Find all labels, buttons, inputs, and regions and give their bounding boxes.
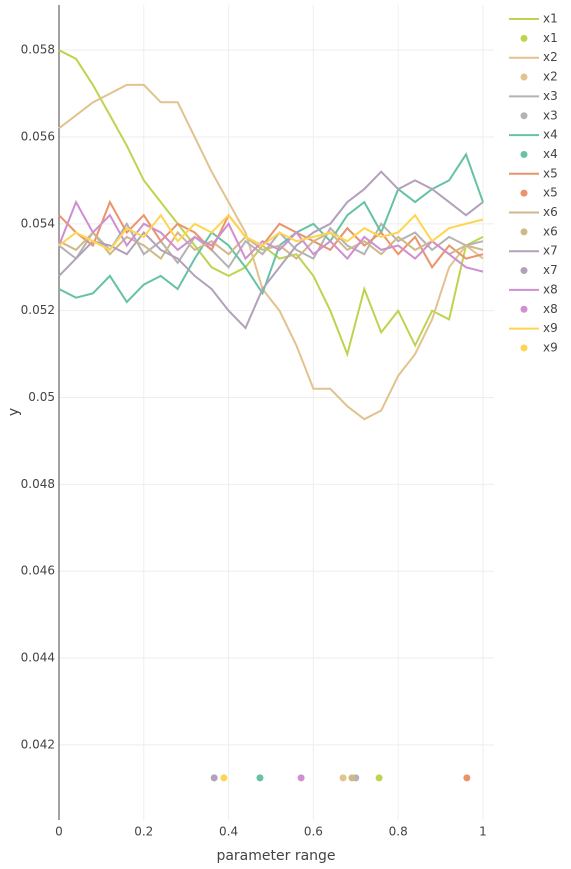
y-axis-title: y	[6, 408, 22, 416]
series-line	[58, 230, 484, 261]
legend-marker	[520, 305, 528, 313]
x-tick-label: 0.4	[219, 825, 238, 839]
y-tick-label: 0.052	[21, 303, 55, 317]
legend-marker	[520, 73, 528, 81]
y-tick-label: 0.056	[21, 129, 55, 143]
y-tick-label: 0.044	[21, 651, 55, 665]
legend-marker	[520, 112, 528, 120]
legend-label: x8	[543, 302, 558, 316]
series-line	[58, 170, 484, 330]
legend-label: x4	[543, 128, 558, 142]
series-line	[58, 213, 484, 252]
legend-marker	[520, 344, 528, 352]
marker	[348, 774, 356, 782]
y-tick-label: 0.046	[21, 564, 55, 578]
legend-marker	[520, 34, 528, 42]
legend-label: x3	[543, 108, 558, 122]
marker	[210, 774, 218, 782]
series-line	[58, 199, 484, 273]
y-tick-label: 0.048	[21, 477, 55, 491]
legend-label: x3	[543, 89, 558, 103]
x-tick-label: 0.2	[134, 825, 153, 839]
marker	[339, 774, 347, 782]
legend-label: x8	[543, 282, 558, 296]
marker	[463, 774, 471, 782]
y-tick-label: 0.058	[21, 43, 55, 57]
y-tick-label: 0.042	[21, 737, 55, 751]
marker	[220, 774, 228, 782]
series-line	[58, 152, 484, 304]
legend-label: x7	[543, 244, 558, 258]
x-axis-title: parameter range	[216, 848, 335, 864]
legend-label: x4	[543, 147, 558, 161]
legend-label: x2	[543, 50, 558, 64]
series-line	[58, 49, 484, 358]
x-tick-label: 0	[55, 825, 63, 839]
legend-marker	[520, 228, 528, 236]
x-tick-label: 0.6	[304, 825, 323, 839]
marker	[297, 774, 305, 782]
legend-label: x9	[543, 321, 558, 335]
y-tick-label: 0.054	[21, 216, 55, 230]
x-tick-label: 0.8	[389, 825, 408, 839]
x-tick-label: 1	[479, 825, 487, 839]
legend-label: x7	[543, 263, 558, 277]
legend-label: x1	[543, 12, 558, 26]
legend-label: x6	[543, 205, 558, 219]
legend-label: x5	[543, 186, 558, 200]
legend-label: x9	[543, 340, 558, 354]
legend-label: x6	[543, 224, 558, 238]
legend-marker	[520, 189, 528, 197]
legend-marker	[520, 267, 528, 275]
series-line	[58, 83, 484, 421]
legend-label: x5	[543, 166, 558, 180]
y-tick-label: 0.05	[28, 390, 55, 404]
marker	[256, 774, 264, 782]
legend-label: x2	[543, 70, 558, 84]
legend-marker	[520, 150, 528, 158]
legend-label: x1	[543, 31, 558, 45]
marker	[375, 774, 383, 782]
